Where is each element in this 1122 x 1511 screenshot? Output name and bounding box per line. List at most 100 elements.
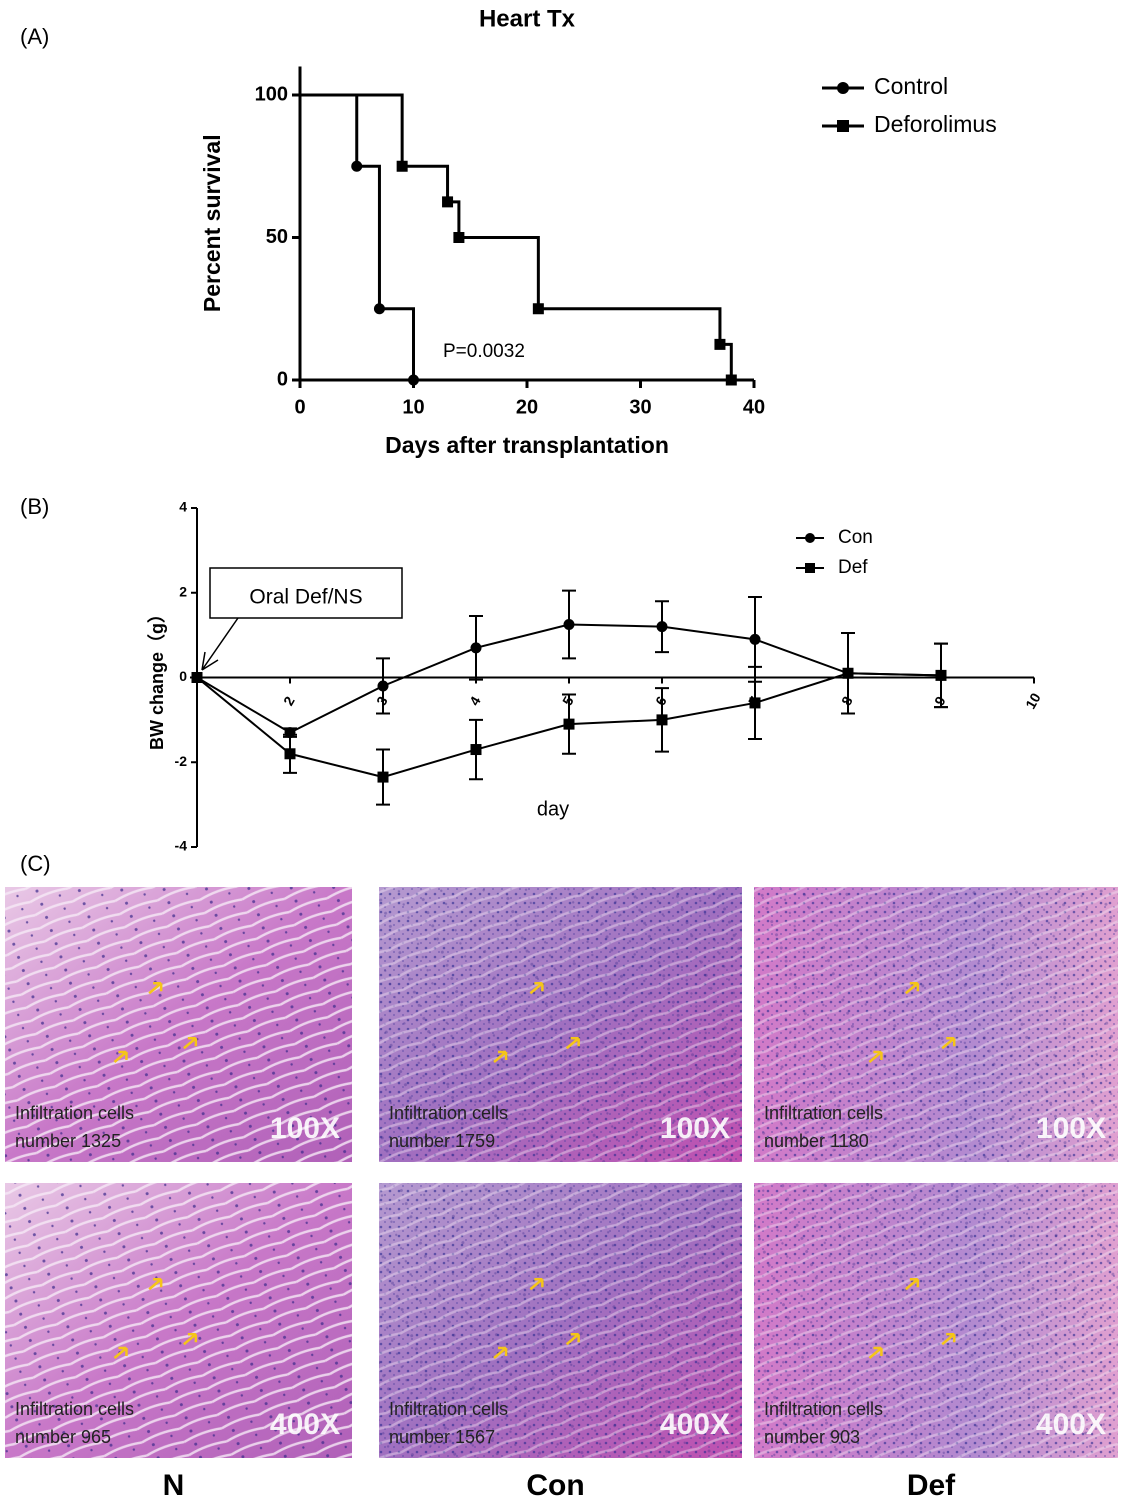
arrow (941, 1333, 956, 1346)
image-label: Infiltration cells (764, 1103, 883, 1123)
image-count: number 1567 (389, 1427, 495, 1447)
x-tick-label: 4 (466, 693, 484, 708)
y-tick-label: 0 (277, 368, 288, 390)
marker (656, 714, 668, 726)
marker (749, 633, 761, 645)
marker (453, 232, 465, 243)
marker (725, 374, 737, 386)
tissue-texture (379, 887, 742, 1162)
tissue-texture (5, 1183, 352, 1458)
arrow (529, 982, 544, 995)
arrow (113, 1050, 128, 1063)
tissue-texture (5, 887, 352, 1162)
marker (749, 697, 761, 709)
tissue-texture (754, 887, 1118, 1162)
magnification: 400X (270, 1408, 340, 1441)
arrow (529, 1278, 544, 1291)
panel-label: (C) (20, 851, 51, 876)
image-count: number 903 (764, 1427, 860, 1447)
marker (563, 718, 575, 730)
image-label: Infiltration cells (15, 1103, 134, 1123)
tissue-texture (754, 1183, 1118, 1458)
arrow (493, 1346, 508, 1359)
legend-label: Con (838, 527, 873, 548)
column-label: Def (907, 1469, 956, 1502)
marker (532, 303, 544, 315)
survival-line (300, 93, 733, 380)
image-label: Infiltration cells (389, 1103, 508, 1123)
panel-label: (B) (20, 494, 49, 519)
marker (396, 160, 408, 172)
image-label: Infiltration cells (15, 1399, 134, 1419)
arrow (941, 1037, 956, 1050)
magnification: 400X (660, 1408, 730, 1441)
arrow (565, 1333, 580, 1346)
y-tick-label: -4 (175, 838, 188, 854)
marker (377, 680, 389, 692)
annotation-arrow (201, 617, 239, 671)
magnification: 100X (270, 1112, 340, 1145)
marker (935, 669, 947, 681)
marker (470, 744, 482, 756)
y-tick-label: 100 (255, 83, 288, 105)
arrow (183, 1037, 198, 1050)
marker (470, 642, 482, 654)
arrow (113, 1346, 128, 1359)
legend-label: Def (838, 557, 868, 578)
y-tick-label: -2 (175, 753, 188, 769)
marker (842, 667, 854, 679)
marker (191, 672, 203, 683)
x-tick-label: 40 (743, 396, 765, 418)
x-tick-label: 3 (373, 693, 391, 708)
legend-label: Control (874, 73, 948, 99)
marker (442, 196, 454, 208)
magnification: 400X (1036, 1408, 1106, 1441)
x-tick-label: 5 (559, 693, 577, 708)
x-tick-label: 10 (1022, 690, 1044, 712)
x-tick-label: 8 (838, 693, 856, 708)
arrow (565, 1037, 580, 1050)
arrow (148, 1278, 163, 1291)
image-count: number 965 (15, 1427, 111, 1447)
annotation: Oral Def/NS (249, 586, 362, 609)
marker (714, 338, 726, 350)
arrow (868, 1346, 883, 1359)
magnification: 100X (1036, 1112, 1106, 1145)
marker (351, 160, 363, 172)
annotation-box (209, 567, 403, 619)
y-axis-label: BW change（g） (147, 605, 167, 750)
marker (284, 748, 296, 760)
survival-line (300, 93, 415, 380)
x-tick-label: 6 (652, 693, 670, 708)
panel-label: (A) (20, 24, 49, 49)
arrow (183, 1333, 198, 1346)
image-count: number 1180 (764, 1131, 869, 1151)
x-axis-label: day (537, 798, 569, 820)
marker (377, 771, 389, 783)
marker (805, 533, 815, 543)
arrow (493, 1050, 508, 1063)
image-count: number 1759 (389, 1131, 495, 1151)
x-tick-label: 0 (294, 396, 305, 418)
y-tick-label: 0 (179, 668, 187, 684)
histology-images (5, 887, 1118, 1458)
chart-title: Heart Tx (479, 5, 576, 32)
y-tick-label: 50 (266, 226, 288, 248)
x-tick-label: 2 (280, 693, 298, 708)
legend-label: Deforolimus (874, 111, 997, 137)
y-tick-label: 4 (179, 499, 187, 515)
arrow (148, 982, 163, 995)
x-axis-label: Days after transplantation (385, 432, 669, 458)
x-tick-label: 30 (629, 396, 651, 418)
y-axis-label: Percent survival (199, 134, 225, 312)
arrow (904, 982, 920, 995)
arrow (868, 1050, 883, 1063)
tissue-texture (379, 1183, 742, 1458)
image-label: Infiltration cells (764, 1399, 883, 1419)
column-label: Con (526, 1469, 584, 1502)
marker (656, 621, 668, 633)
marker (837, 82, 849, 94)
arrow (904, 1278, 920, 1291)
